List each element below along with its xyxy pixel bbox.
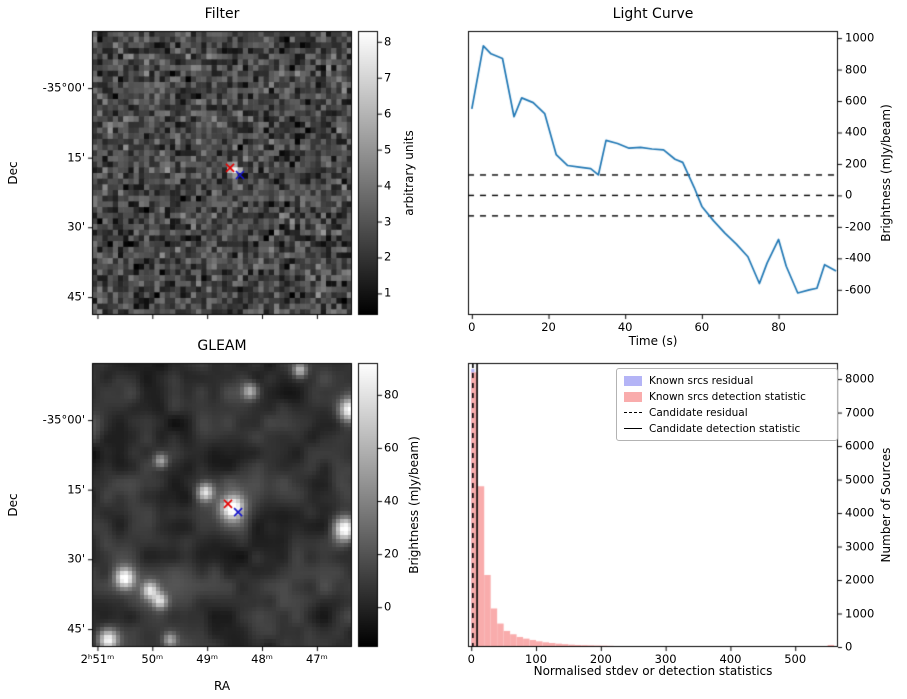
histogram-ytick: 6000 bbox=[845, 438, 875, 453]
filter-ytick: 15' bbox=[67, 149, 85, 164]
histogram-ytick: 4000 bbox=[845, 505, 875, 520]
legend-item-candidate-residual: Candidate residual bbox=[624, 406, 830, 419]
lightcurve-ytick: -400 bbox=[845, 250, 872, 265]
lightcurve-title: Light Curve bbox=[612, 6, 694, 22]
legend-label-known-srcs-detection: Known srcs detection statistic bbox=[649, 390, 806, 403]
lightcurve-ytick: 800 bbox=[845, 61, 867, 76]
histogram-xtick: 0 bbox=[467, 652, 475, 666]
lightcurve-xtick: 40 bbox=[617, 320, 633, 334]
histogram-xlabel: Normalised stdev or detection statistics bbox=[533, 664, 773, 678]
lightcurve-ytick: 600 bbox=[845, 93, 867, 108]
filter-ytick: 30' bbox=[67, 219, 85, 234]
filter-ytick: 45' bbox=[67, 289, 85, 304]
gleam-xtick: 2ʰ51ᵐ bbox=[80, 652, 115, 666]
gleam-colorbar-tick: 60 bbox=[384, 440, 399, 455]
gleam-ytick: 45' bbox=[67, 621, 85, 636]
lightcurve-ytick: 0 bbox=[845, 187, 853, 202]
legend-patch-blue-icon bbox=[624, 375, 642, 386]
filter-colorbar-tick: 1 bbox=[384, 285, 392, 300]
histogram-legend: Known srcs residual Known srcs detection… bbox=[616, 368, 838, 441]
filter-colorbar-tick: 8 bbox=[384, 34, 392, 49]
gleam-ytick: 30' bbox=[67, 551, 85, 566]
filter-ylabel: Dec bbox=[6, 161, 20, 185]
gleam-xtick: 50ᵐ bbox=[141, 652, 164, 666]
legend-item-known-srcs-residual: Known srcs residual bbox=[624, 374, 830, 387]
lightcurve-xtick: 20 bbox=[541, 320, 556, 334]
lightcurve-ylabel: Brightness (mJy/beam) bbox=[879, 104, 893, 242]
gleam-xtick: 49ᵐ bbox=[196, 652, 219, 666]
histogram-ylabel: Number of Sources bbox=[879, 447, 893, 563]
legend-label-known-srcs-residual: Known srcs residual bbox=[649, 374, 754, 387]
filter-colorbar-tick: 2 bbox=[384, 249, 392, 264]
gleam-ytick: 15' bbox=[67, 481, 85, 496]
filter-colorbar-tick: 4 bbox=[384, 177, 392, 192]
legend-label-candidate-residual: Candidate residual bbox=[649, 406, 748, 419]
lightcurve-ytick: 400 bbox=[845, 124, 867, 139]
gleam-ytick: -35°00' bbox=[42, 412, 85, 427]
histogram-xtick: 300 bbox=[654, 652, 677, 666]
lightcurve-xtick: 80 bbox=[771, 320, 786, 334]
histogram-xtick: 200 bbox=[589, 652, 612, 666]
filter-colorbar-tick: 5 bbox=[384, 141, 392, 156]
filter-colorbar-tick: 3 bbox=[384, 213, 392, 228]
histogram-ytick: 0 bbox=[845, 639, 853, 654]
histogram-ytick: 3000 bbox=[845, 538, 875, 553]
lightcurve-xtick: 60 bbox=[694, 320, 710, 334]
lightcurve-ytick: 1000 bbox=[845, 30, 875, 45]
filter-colorbar-tick: 7 bbox=[384, 69, 392, 84]
filter-colorbar-tick: 6 bbox=[384, 105, 392, 120]
filter-ytick: -35°00' bbox=[42, 80, 85, 95]
filter-title: Filter bbox=[204, 6, 240, 22]
histogram-xtick: 400 bbox=[719, 652, 742, 666]
legend-item-candidate-detection: Candidate detection statistic bbox=[624, 422, 830, 435]
gleam-xlabel: RA bbox=[213, 679, 231, 693]
gleam-colorbar-tick: 0 bbox=[384, 599, 392, 614]
legend-item-known-srcs-detection: Known srcs detection statistic bbox=[624, 390, 830, 403]
legend-label-candidate-detection: Candidate detection statistic bbox=[649, 422, 801, 435]
histogram-xtick: 100 bbox=[525, 652, 548, 666]
gleam-colorbar-label: Brightness (mJy/beam) bbox=[407, 436, 421, 574]
gleam-title: GLEAM bbox=[197, 338, 247, 354]
lightcurve-ytick: -600 bbox=[845, 282, 872, 297]
filter-colorbar-label: arbitrary units bbox=[402, 130, 416, 216]
legend-solid-line-icon bbox=[624, 428, 642, 429]
lightcurve-ytick: -200 bbox=[845, 219, 872, 234]
legend-dashed-line-icon bbox=[624, 412, 642, 413]
gleam-colorbar-tick: 40 bbox=[384, 493, 399, 508]
legend-patch-pink-icon bbox=[624, 391, 642, 402]
gleam-colorbar-tick: 20 bbox=[384, 546, 399, 561]
histogram-xtick: 500 bbox=[784, 652, 807, 666]
lightcurve-xlabel: Time (s) bbox=[628, 334, 678, 348]
gleam-colorbar-tick: 80 bbox=[384, 387, 399, 402]
lightcurve-xtick: 0 bbox=[468, 320, 476, 334]
histogram-ytick: 8000 bbox=[845, 371, 875, 386]
histogram-ytick: 5000 bbox=[845, 471, 875, 486]
gleam-ylabel: Dec bbox=[6, 493, 20, 517]
gleam-xtick: 48ᵐ bbox=[251, 652, 273, 666]
gleam-xtick: 47ᵐ bbox=[305, 652, 328, 666]
lightcurve-ytick: 200 bbox=[845, 156, 867, 171]
histogram-ytick: 1000 bbox=[845, 605, 875, 620]
histogram-ytick: 7000 bbox=[845, 404, 875, 419]
histogram-ytick: 2000 bbox=[845, 572, 875, 587]
